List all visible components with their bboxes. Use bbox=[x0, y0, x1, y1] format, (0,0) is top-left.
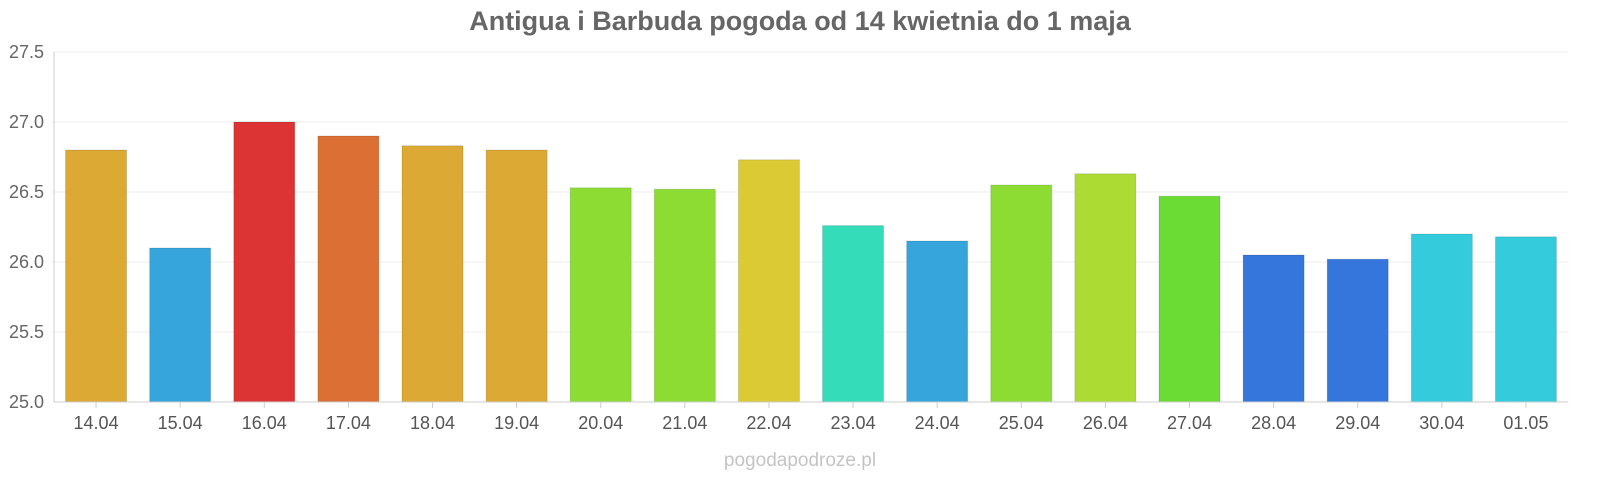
bar-23.04[interactable] bbox=[822, 225, 885, 403]
y-tick-label: 27.0 bbox=[9, 112, 44, 132]
y-tick-label: 25.5 bbox=[9, 322, 44, 342]
y-tick-label: 26.5 bbox=[9, 182, 44, 202]
y-tick-label: 27.5 bbox=[9, 42, 44, 62]
x-tick-label: 01.05 bbox=[1503, 413, 1548, 433]
x-tick-label: 28.04 bbox=[1251, 413, 1296, 433]
bar-30.04[interactable] bbox=[1410, 233, 1473, 403]
bar-17.04[interactable] bbox=[317, 135, 380, 403]
x-tick-label: 22.04 bbox=[746, 413, 791, 433]
x-tick-label: 23.04 bbox=[831, 413, 876, 433]
x-tick-label: 15.04 bbox=[158, 413, 203, 433]
watermark: pogodapodroze.pl bbox=[723, 450, 877, 471]
bar-25.04[interactable] bbox=[990, 184, 1053, 403]
bar-26.04[interactable] bbox=[1074, 173, 1137, 403]
bar-22.04[interactable] bbox=[737, 159, 800, 403]
chart-title: Antigua i Barbuda pogoda od 14 kwietnia … bbox=[469, 6, 1131, 36]
bar-15.04[interactable] bbox=[149, 247, 212, 403]
bar-19.04[interactable] bbox=[485, 149, 548, 403]
x-tick-label: 29.04 bbox=[1335, 413, 1380, 433]
x-tick-label: 20.04 bbox=[578, 413, 623, 433]
bar-14.04[interactable] bbox=[65, 149, 128, 403]
x-tick-label: 19.04 bbox=[494, 413, 539, 433]
bars bbox=[65, 121, 1557, 403]
x-tick-label: 24.04 bbox=[915, 413, 960, 433]
bar-16.04[interactable] bbox=[233, 121, 296, 403]
axes: 25.0 25.5 26.0 26.5 27.0 27.5 14.04 15.04 16.04 1… bbox=[9, 42, 1568, 433]
y-tick-label: 25.0 bbox=[9, 392, 44, 412]
x-tick-label: 26.04 bbox=[1083, 413, 1128, 433]
bar-28.04[interactable] bbox=[1242, 254, 1305, 403]
y-tick-label: 26.0 bbox=[9, 252, 44, 272]
x-tick-label: 17.04 bbox=[326, 413, 371, 433]
bar-20.04[interactable] bbox=[569, 187, 632, 403]
x-tick-label: 25.04 bbox=[999, 413, 1044, 433]
bar-01.05[interactable] bbox=[1494, 236, 1557, 403]
bar-21.04[interactable] bbox=[653, 188, 716, 403]
bar-18.04[interactable] bbox=[401, 145, 464, 403]
x-tick-label: 18.04 bbox=[410, 413, 455, 433]
x-tick-label: 16.04 bbox=[242, 413, 287, 433]
x-tick-label: 27.04 bbox=[1167, 413, 1212, 433]
x-tick-label: 14.04 bbox=[74, 413, 119, 433]
x-tick-label: 21.04 bbox=[662, 413, 707, 433]
bar-24.04[interactable] bbox=[906, 240, 969, 403]
bar-27.04[interactable] bbox=[1158, 195, 1221, 403]
x-tick-label: 30.04 bbox=[1419, 413, 1464, 433]
bar-29.04[interactable] bbox=[1326, 258, 1389, 403]
